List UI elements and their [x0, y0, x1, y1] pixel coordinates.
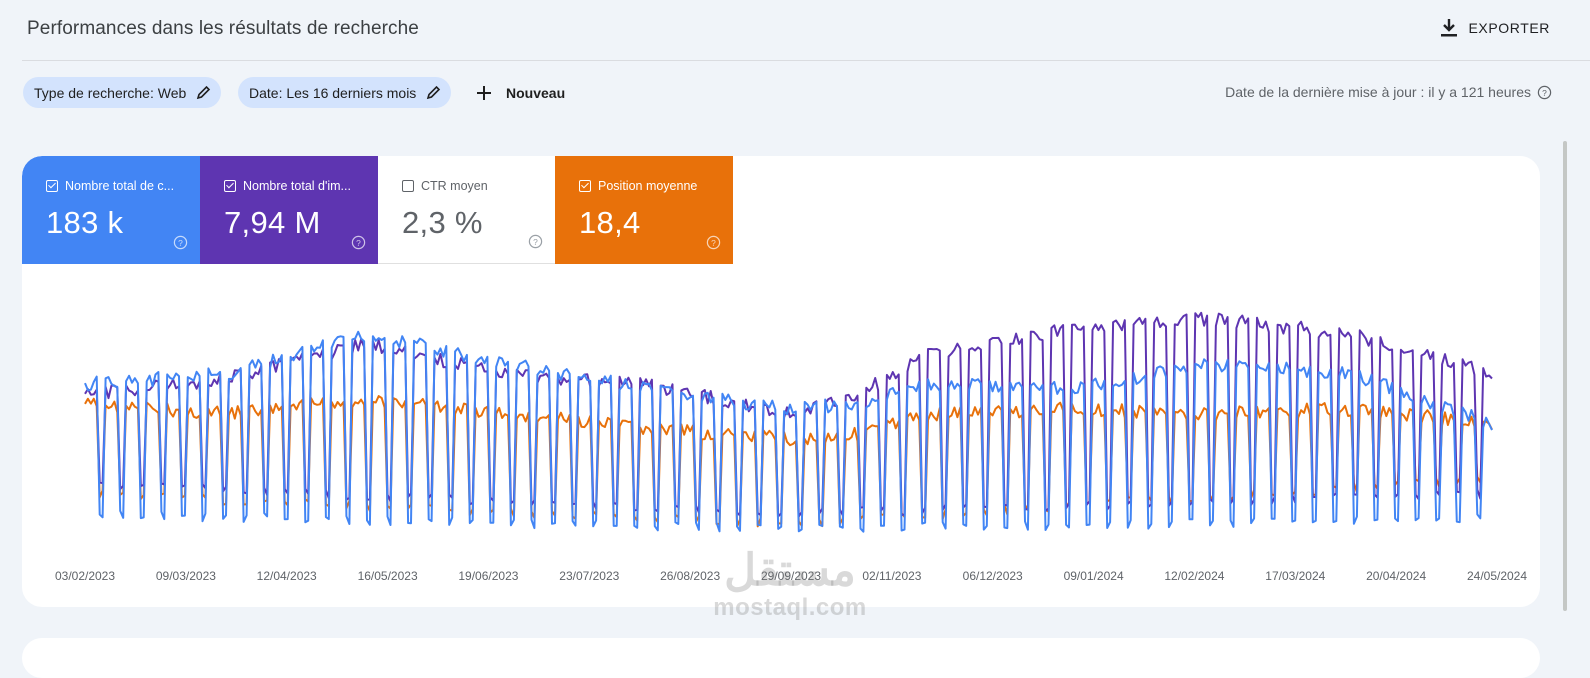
help-icon[interactable]: ? [706, 235, 721, 250]
metric-label: Nombre total de c... [65, 179, 175, 193]
x-tick-label: 12/04/2023 [257, 569, 317, 583]
help-icon[interactable]: ? [351, 235, 366, 250]
x-tick-label: 17/03/2024 [1265, 569, 1325, 583]
x-tick-label: 29/09/2023 [761, 569, 821, 583]
watermark-logo: مستقل mostaql.com [713, 546, 867, 622]
checkbox-impressions[interactable] [224, 180, 236, 192]
pencil-icon[interactable] [196, 85, 211, 100]
series-line [84, 311, 1493, 518]
plus-icon [477, 86, 491, 100]
metric-tile-clicks[interactable]: Nombre total de c... 183 k ? [22, 156, 200, 264]
last-update-text: Date de la dernière mise à jour : il y a… [1225, 84, 1531, 100]
help-icon[interactable]: ? [528, 234, 543, 249]
header-divider [22, 60, 1590, 61]
metric-value: 2,3 % [402, 205, 483, 240]
performance-card: Nombre total de c... 183 k ? Nombre tota… [22, 156, 1540, 607]
x-tick-label: 03/02/2023 [55, 569, 115, 583]
page-title: Performances dans les résultats de reche… [27, 18, 419, 39]
download-icon [1441, 19, 1458, 37]
export-button[interactable]: EXPORTER [1440, 18, 1550, 38]
x-tick-label: 23/07/2023 [559, 569, 619, 583]
search-type-filter-chip[interactable]: Type de recherche: Web [23, 77, 222, 108]
checkbox-clicks[interactable] [46, 180, 58, 192]
x-tick-label: 06/12/2023 [963, 569, 1023, 583]
x-tick-label: 19/06/2023 [458, 569, 518, 583]
x-tick-label: 24/05/2024 [1467, 569, 1527, 583]
pencil-icon[interactable] [426, 85, 441, 100]
svg-text:?: ? [356, 238, 361, 248]
x-tick-label: 16/05/2023 [358, 569, 418, 583]
metric-tile-ctr[interactable]: CTR moyen 2,3 % ? [378, 156, 556, 264]
search-type-label: Type de recherche: Web [34, 84, 187, 101]
x-tick-label: 12/02/2024 [1164, 569, 1224, 583]
x-tick-label: 20/04/2024 [1366, 569, 1426, 583]
chart-series-layer [84, 311, 1493, 533]
date-filter-chip[interactable]: Date: Les 16 derniers mois [238, 77, 452, 108]
last-update-info: Date de la dernière mise à jour : il y a… [1225, 84, 1552, 100]
metric-label: Nombre total d'im... [243, 179, 351, 193]
metric-value: 183 k [46, 205, 124, 240]
date-filter-label: Date: Les 16 derniers mois [249, 84, 417, 101]
svg-text:?: ? [178, 238, 183, 248]
checkbox-position[interactable] [579, 180, 591, 192]
new-filter-button[interactable]: Nouveau [474, 80, 565, 106]
checkbox-ctr[interactable] [402, 180, 414, 192]
x-axis-ticks: 03/02/2023 09/03/2023 12/04/2023 16/05/2023… [55, 569, 1527, 583]
x-tick-label: 26/08/2023 [660, 569, 720, 583]
metric-value: 7,94 M [224, 205, 321, 240]
metric-tile-impressions[interactable]: Nombre total d'im... 7,94 M ? [200, 156, 378, 264]
scrollbar[interactable] [1563, 141, 1567, 611]
series-line [84, 395, 1493, 528]
metric-value: 18,4 [579, 205, 641, 240]
export-label: EXPORTER [1468, 20, 1550, 36]
svg-text:?: ? [533, 237, 538, 247]
next-section-card [22, 638, 1540, 678]
help-icon[interactable]: ? [173, 235, 188, 250]
series-line [84, 330, 1493, 533]
svg-text:?: ? [711, 238, 716, 248]
performance-line-chart[interactable]: 03/02/2023 09/03/2023 12/04/2023 16/05/2023… [22, 264, 1540, 607]
svg-text:?: ? [1542, 87, 1547, 97]
x-tick-label: 02/11/2023 [862, 569, 921, 583]
x-tick-label: 09/01/2024 [1064, 569, 1124, 583]
x-tick-label: 09/03/2023 [156, 569, 216, 583]
metric-tile-position[interactable]: Position moyenne 18,4 ? [555, 156, 733, 264]
metric-label: CTR moyen [421, 179, 488, 193]
metric-label: Position moyenne [598, 179, 698, 193]
new-filter-label: Nouveau [506, 85, 566, 101]
help-icon[interactable]: ? [1537, 85, 1552, 100]
